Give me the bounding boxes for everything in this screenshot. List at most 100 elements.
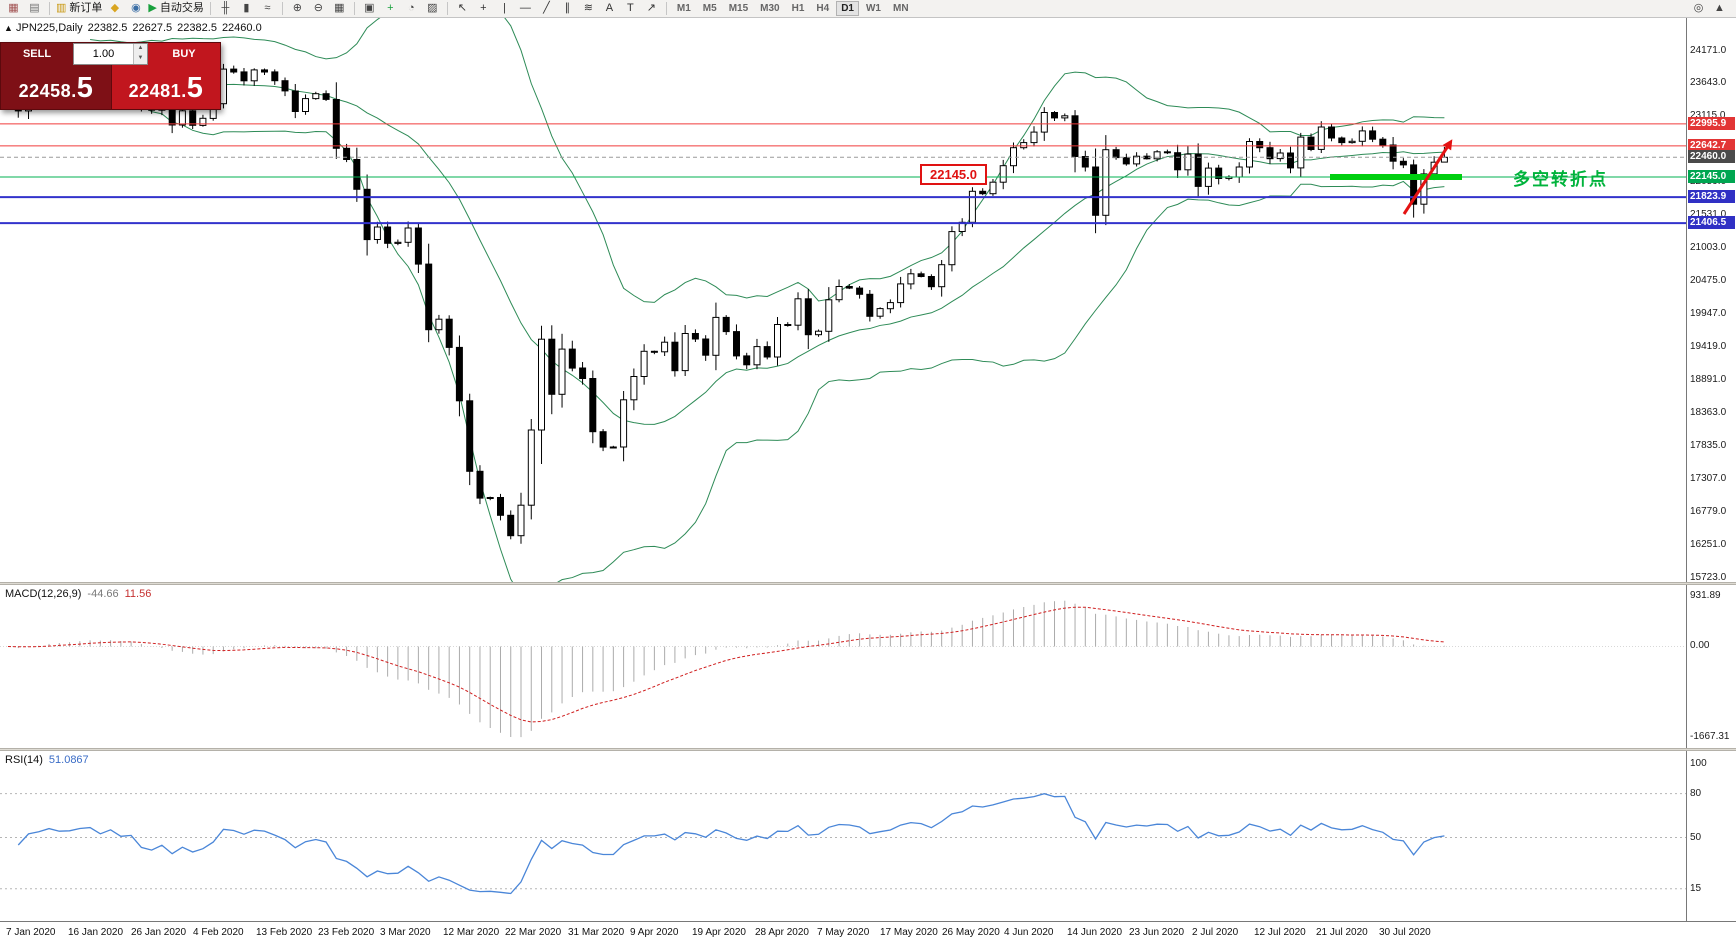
price-tick: 16779.0 (1690, 506, 1727, 517)
cursor-icon[interactable]: ↖ (453, 1, 472, 17)
rsi-pane[interactable]: RSI(14) 51.0867 (0, 751, 1686, 921)
sell-price: 22458. (18, 81, 77, 101)
period-icon[interactable]: ◔ (402, 1, 421, 17)
volume-up-button[interactable]: ▲ (134, 44, 147, 54)
timeframe-w1-button[interactable]: W1 (865, 3, 881, 14)
zoom-in-icon[interactable]: ⊕ (288, 1, 307, 17)
indicators-icon[interactable]: + (381, 1, 400, 17)
new-chart-icon[interactable]: ▦ (4, 1, 23, 17)
pane-splitter[interactable] (0, 748, 1736, 751)
macd-canvas[interactable] (0, 585, 1686, 748)
autotrading-icon: ▶ (148, 2, 157, 14)
fibonacci-icon[interactable]: ≋ (579, 1, 598, 17)
line-chart-icon[interactable]: ≈ (258, 1, 277, 17)
pane-splitter[interactable] (0, 582, 1736, 585)
green-support-segment[interactable] (1330, 174, 1462, 180)
price-chart-canvas[interactable] (0, 18, 1686, 582)
price-axis[interactable]: 24171.023643.023115.022587.022059.021531… (1688, 0, 1736, 944)
scroll-up-icon[interactable]: ▲ (1714, 2, 1725, 14)
text-icon[interactable]: A (600, 1, 619, 17)
price-level-callout[interactable]: 22145.0 (920, 164, 987, 185)
horizontal-line-icon[interactable]: ― (516, 1, 535, 17)
sell-price-button[interactable]: 22458.5 (1, 65, 111, 109)
expert-advisors-icon[interactable]: ◆ (105, 1, 124, 17)
timeframe-m1-button[interactable]: M1 (676, 3, 691, 14)
timeframe-m30-button[interactable]: M30 (760, 3, 780, 14)
autotrading-button[interactable]: ▶ 自动交易 (147, 1, 204, 17)
horizontal-line-icon: ― (519, 2, 531, 14)
market-watch-icon[interactable]: ◉ (126, 1, 145, 17)
timeframe-mn-button[interactable]: MN (892, 3, 909, 14)
candles (4, 49, 1448, 544)
vertical-line-icon[interactable]: | (495, 1, 514, 17)
date-label: 23 Feb 2020 (318, 927, 375, 938)
rsi-value: 51.0867 (48, 754, 89, 766)
turning-point-note[interactable]: 多空转折点 (1513, 170, 1608, 189)
channel-icon[interactable]: ∥ (558, 1, 577, 17)
profiles-icon[interactable]: ▤ (25, 1, 44, 17)
new-order-button[interactable]: ▥ 新订单 (55, 1, 103, 17)
rsi-canvas[interactable] (0, 751, 1686, 921)
time-axis[interactable]: 7 Jan 2020 16 Jan 2020 26 Jan 2020 4 Feb 20… (0, 921, 1736, 945)
close-value: 22460.0 (221, 22, 262, 34)
toolbar-separator (446, 2, 448, 15)
profiles-icon: ▤ (29, 2, 40, 14)
price-tick: 17835.0 (1690, 440, 1727, 451)
macd-histogram (17, 600, 1445, 738)
high-value: 22627.5 (132, 22, 173, 34)
rsi-label: RSI(14) 51.0867 (5, 754, 95, 766)
rsi-tick: 15 (1690, 883, 1702, 894)
date-label: 12 Jul 2020 (1254, 927, 1306, 938)
bar-chart-icon[interactable]: ╫ (216, 1, 235, 17)
date-label: 7 May 2020 (817, 927, 870, 938)
buy-button[interactable]: BUY (148, 43, 220, 65)
candlestick-chart-icon[interactable]: ▮ (237, 1, 256, 17)
new-chart-icon: ▦ (8, 2, 19, 14)
price-tick: 18363.0 (1690, 407, 1727, 418)
price-chart-pane[interactable]: ▲ JPN225,Daily 22382.5 22627.5 22382.5 22460… (0, 18, 1686, 582)
timeframe-m5-button[interactable]: M5 (702, 3, 717, 14)
price-tick: 17307.0 (1690, 473, 1727, 484)
sell-button[interactable]: SELL (1, 43, 73, 65)
macd-title: MACD(12,26,9) (5, 588, 82, 600)
volume-input[interactable] (74, 44, 133, 64)
buy-price-button[interactable]: 22481.5 (110, 65, 220, 109)
zoom-out-icon[interactable]: ⊖ (309, 1, 328, 17)
line-chart-icon: ≈ (264, 2, 271, 14)
timeframe-h1-button[interactable]: H1 (791, 3, 805, 14)
trendline-icon[interactable]: ╱ (537, 1, 556, 17)
timeframe-m15-button[interactable]: M15 (728, 3, 749, 14)
timeframe-d1-button[interactable]: D1 (836, 1, 859, 16)
price-tick: 15723.0 (1690, 572, 1727, 583)
timeframe-h4-button[interactable]: H4 (816, 3, 830, 14)
bb-upper-band (90, 18, 1445, 303)
new-window-icon[interactable]: ▣ (360, 1, 379, 17)
search-icon[interactable]: ◎ (1693, 2, 1704, 14)
one-click-collapse-icon[interactable]: ▲ (4, 23, 13, 33)
macd-pane[interactable]: MACD(12,26,9) -44.66 11.56 (0, 585, 1686, 748)
new-order-icon: ▥ (56, 2, 67, 14)
candlestick-chart-icon: ▮ (243, 2, 250, 14)
tile-windows-icon[interactable]: ▦ (330, 1, 349, 17)
price-tick: 19419.0 (1690, 341, 1727, 352)
crosshair-icon[interactable]: + (474, 1, 493, 17)
price-badge-21406.5: 21406.5 (1688, 216, 1735, 229)
period-icon: ◔ (408, 2, 415, 14)
toolbar-separator (281, 2, 283, 15)
crosshair-icon: + (480, 2, 487, 14)
volume-down-button[interactable]: ▼ (134, 54, 147, 64)
date-label: 23 Jun 2020 (1129, 927, 1185, 938)
date-label: 26 May 2020 (942, 927, 1000, 938)
label-icon[interactable]: T (621, 1, 640, 17)
tile-windows-icon: ▦ (334, 2, 345, 14)
trend-arrow[interactable] (1402, 145, 1450, 215)
price-tick: 21003.0 (1690, 242, 1727, 253)
arrow-objects-icon[interactable]: ↗ (642, 1, 661, 17)
main-toolbar: ▦ ▤ ▥ 新订单 ◆ ◉ ▶ 自动交易 ╫ ▮ ≈ ⊕ ⊖ ▦ ▣ + ◔ ▨ ↖ + | ― ╱ ∥ ≋ A T ↗ M1 M5 M15… (0, 0, 1736, 18)
bar-chart-icon: ╫ (221, 2, 230, 14)
sell-price-pip: 5 (76, 72, 93, 104)
expert-advisors-icon: ◆ (110, 2, 120, 14)
templates-icon[interactable]: ▨ (423, 1, 442, 17)
text-icon: A (605, 2, 614, 14)
